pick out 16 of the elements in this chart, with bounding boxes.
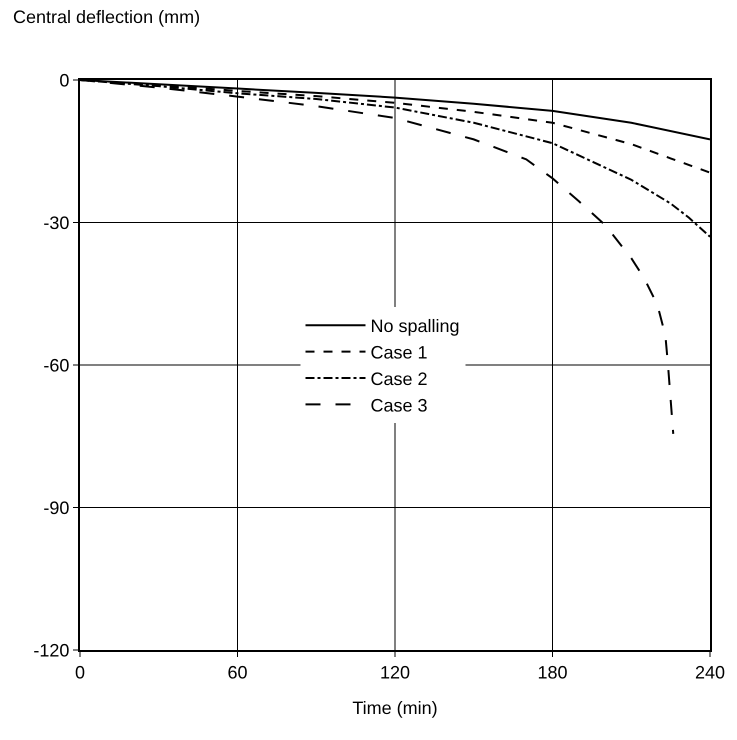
legend-label: Case 3 <box>370 395 428 416</box>
x-tick-label: 120 <box>380 662 410 683</box>
x-tick-label: 240 <box>694 662 726 683</box>
y-tick-label: 0 <box>59 70 70 90</box>
legend-label: Case 1 <box>370 342 428 363</box>
x-tick-label: 0 <box>74 662 86 683</box>
x-tick-label: 60 <box>227 662 248 683</box>
legend-label: No spalling <box>370 316 460 336</box>
y-tick-label: -120 <box>33 640 70 660</box>
x-axis-title: Time (min) <box>352 698 438 718</box>
x-tick-label: 180 <box>537 662 568 683</box>
legend-label: Case 2 <box>370 369 428 390</box>
y-tick-label: -60 <box>43 355 70 376</box>
y-tick-label: -90 <box>43 498 70 518</box>
y-tick-label: -30 <box>43 212 70 233</box>
y-axis-title: Central deflection (mm) <box>13 7 200 27</box>
